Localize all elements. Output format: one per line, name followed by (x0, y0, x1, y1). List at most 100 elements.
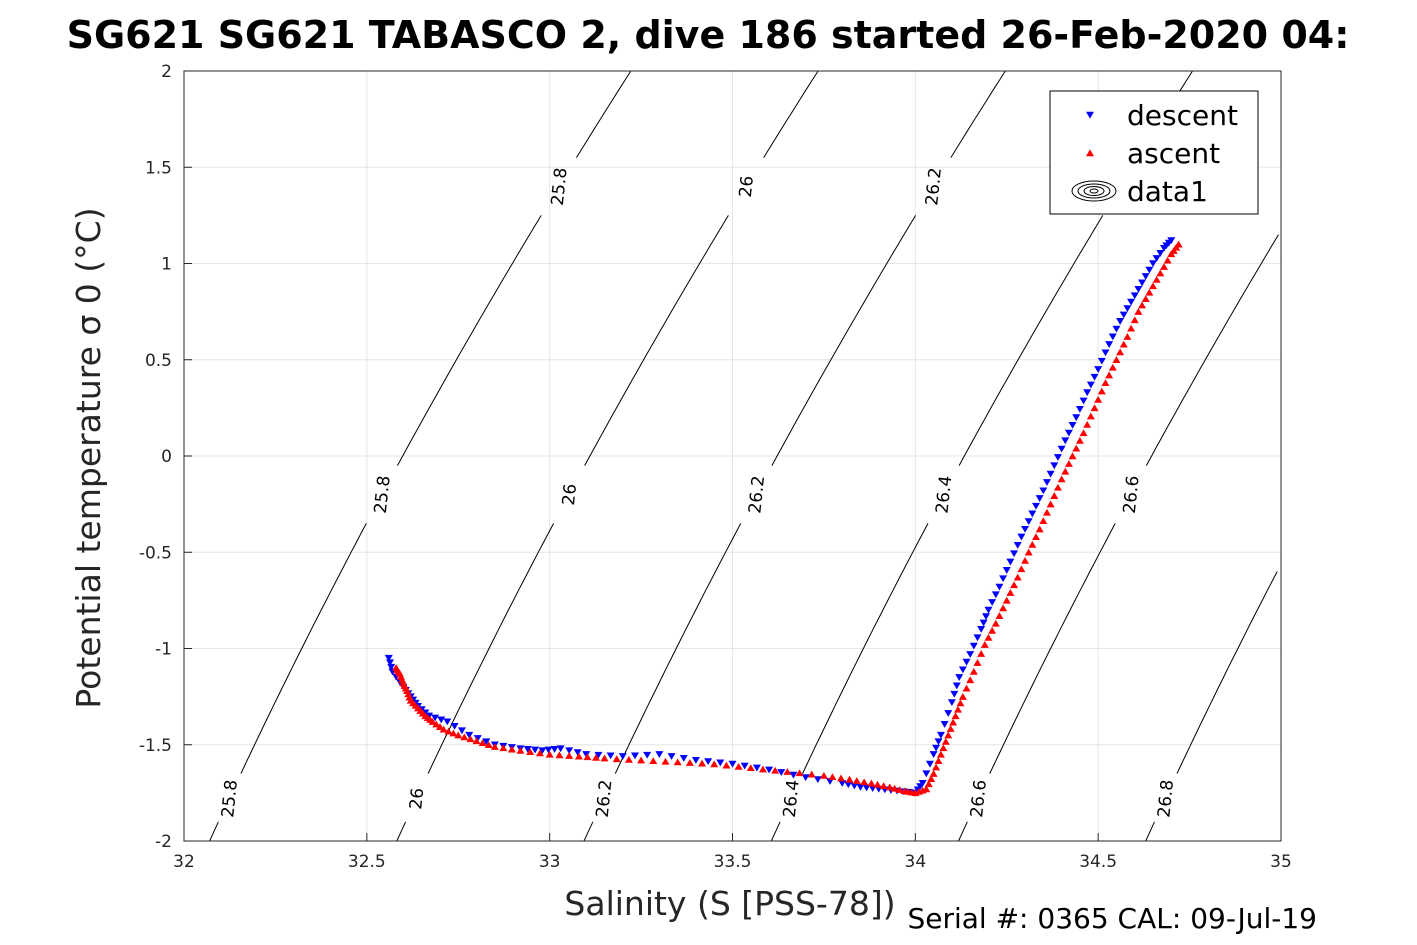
ascent-point (565, 752, 574, 759)
descent-point (944, 710, 953, 717)
ascent-point (980, 641, 989, 648)
descent-point (929, 751, 938, 758)
y-tick-label: 2 (161, 62, 172, 82)
y-tick-label: 0 (161, 447, 172, 467)
ascent-point (953, 705, 962, 713)
descent-point (482, 738, 491, 746)
descent-point (667, 753, 676, 760)
ascent-point (966, 676, 975, 684)
isopycnal-label: 26 (559, 483, 581, 507)
descent-point (1061, 437, 1070, 445)
descent-point (1068, 422, 1077, 429)
ascent-point (939, 744, 948, 752)
descent-point (582, 751, 591, 758)
descent-point (573, 749, 582, 757)
isopycnal-label: 26.8 (1154, 779, 1178, 819)
ascent-point (1159, 263, 1168, 270)
ascent-point (1046, 500, 1055, 508)
descent-point (728, 760, 737, 768)
ascent-point (1145, 288, 1154, 296)
x-tick-label: 34.5 (1079, 852, 1117, 872)
descent-point (932, 744, 941, 752)
ascent-point (1152, 275, 1161, 283)
ascent-point (1028, 540, 1037, 548)
descent-point (1105, 341, 1114, 348)
isopycnal-label: 26.2 (922, 167, 946, 207)
legend: descent ascent data1 (1049, 90, 1259, 215)
descent-point (544, 746, 553, 754)
descent-point (655, 751, 664, 758)
ascent-point (991, 619, 1000, 627)
ascent-point (895, 786, 904, 793)
descent-point (995, 583, 1004, 591)
descent-point (925, 760, 934, 768)
descent-point (618, 753, 627, 760)
descent-point (844, 781, 853, 789)
ascent-point (1032, 533, 1041, 541)
ascent-point (1108, 363, 1117, 371)
ascent-point (746, 764, 755, 772)
y-tick-label: -1 (155, 640, 172, 660)
descent-point (952, 682, 961, 690)
legend-contour-icon (1077, 183, 1111, 199)
ascent-point (795, 769, 804, 777)
y-tick-label: 1 (161, 255, 172, 275)
ascent-point (1127, 324, 1136, 332)
isopycnal-label: 26.6 (1120, 475, 1144, 515)
ascent-point (1024, 548, 1033, 556)
descent-point (1013, 541, 1022, 549)
descent-point (813, 776, 822, 783)
ascent-point (624, 755, 633, 763)
descent-point (523, 746, 532, 753)
isopycnal-line (770, 70, 1193, 842)
descent-point (1127, 298, 1136, 306)
descent-point (969, 642, 978, 650)
ascent-point (771, 766, 780, 774)
descent-point (740, 762, 749, 770)
ascent-point (941, 737, 950, 745)
ascent-point (951, 712, 960, 720)
ascent-point (507, 745, 516, 753)
isopycnal-label: 25.8 (218, 779, 242, 819)
ascent-point (1101, 379, 1110, 387)
ascent-point (1156, 269, 1165, 277)
ascent-point (922, 785, 931, 793)
ascent-point (927, 775, 936, 782)
descent-point (1149, 260, 1158, 268)
descent-point (982, 613, 991, 621)
ascent-point (1072, 444, 1081, 452)
ascent-point (1174, 240, 1183, 248)
ascent-point (1017, 565, 1026, 573)
ascent-point (1149, 282, 1158, 290)
descent-point (1123, 305, 1132, 313)
ascent-point (1075, 437, 1084, 444)
ascent-point (432, 720, 441, 728)
ascent-point (1064, 460, 1073, 467)
ascent-point (673, 758, 682, 766)
isopycnal-label: 26.6 (967, 779, 991, 819)
legend-label-data1: data1 (1127, 175, 1208, 208)
descent-point (465, 731, 474, 739)
descent-point (752, 764, 761, 772)
descent-point (777, 769, 786, 776)
legend-contour-icon (1083, 186, 1105, 196)
ascent-point (819, 771, 828, 779)
ascent-point (1094, 395, 1103, 403)
ascent-point (962, 684, 971, 692)
descent-point (538, 747, 547, 755)
ascent-point (555, 751, 564, 759)
descent-point (1108, 333, 1117, 341)
ascent-point (949, 718, 958, 726)
descent-point (1028, 510, 1037, 518)
descent-point (385, 659, 394, 667)
ascent-point (984, 633, 993, 641)
ascent-point (1006, 589, 1015, 596)
descent-point (1046, 470, 1055, 478)
descent-point (1130, 292, 1139, 300)
descent-point (1050, 462, 1059, 470)
ascent-point (612, 755, 621, 763)
descent-point (716, 759, 725, 767)
descent-point (856, 783, 865, 791)
ascent-point (1068, 452, 1077, 460)
